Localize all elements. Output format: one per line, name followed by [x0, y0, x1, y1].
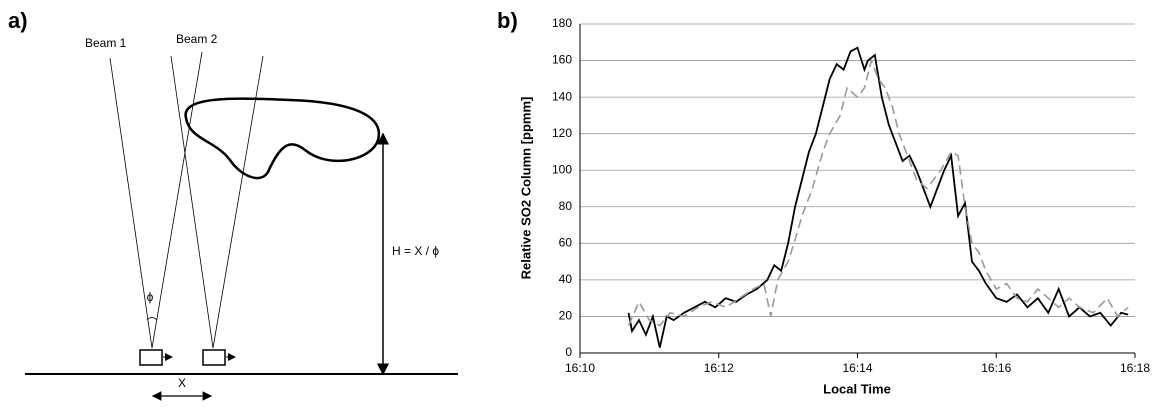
y-tick-label: 100	[552, 162, 572, 176]
x-tick-label: 16:10	[565, 361, 595, 375]
diagram: a) Beam 1 Beam 2 ϕ H = X / ϕ X	[8, 8, 458, 401]
y-tick-label: 180	[552, 16, 572, 30]
x-tick-label: 16:14	[842, 361, 872, 375]
y-tick-label: 20	[559, 309, 573, 323]
distance-label: X	[178, 376, 186, 390]
x-tick-label: 16:16	[981, 361, 1011, 375]
x-tick-label: 16:12	[704, 361, 734, 375]
x-tick-label: 16:18	[1120, 361, 1150, 375]
panel-label: a)	[8, 8, 28, 33]
y-tick-label: 140	[552, 89, 572, 103]
y-tick-label: 0	[565, 345, 572, 359]
data-line	[627, 57, 1129, 327]
panel-label: b)	[497, 8, 518, 33]
y-tick-label: 80	[559, 199, 573, 213]
beam-label: Beam 1	[85, 36, 127, 50]
beam-label: Beam 2	[176, 32, 218, 46]
data-line	[627, 46, 1129, 348]
y-tick-label: 40	[559, 272, 573, 286]
y-tick-label: 120	[552, 126, 572, 140]
x-axis-label: Local Time	[823, 381, 891, 396]
y-axis-label: Relative SO2 Column [ppmm]	[518, 97, 533, 280]
y-tick-label: 60	[559, 236, 573, 250]
height-label: H = X / ϕ	[392, 244, 439, 258]
angle-label: ϕ	[147, 290, 154, 304]
y-tick-label: 160	[552, 53, 572, 67]
